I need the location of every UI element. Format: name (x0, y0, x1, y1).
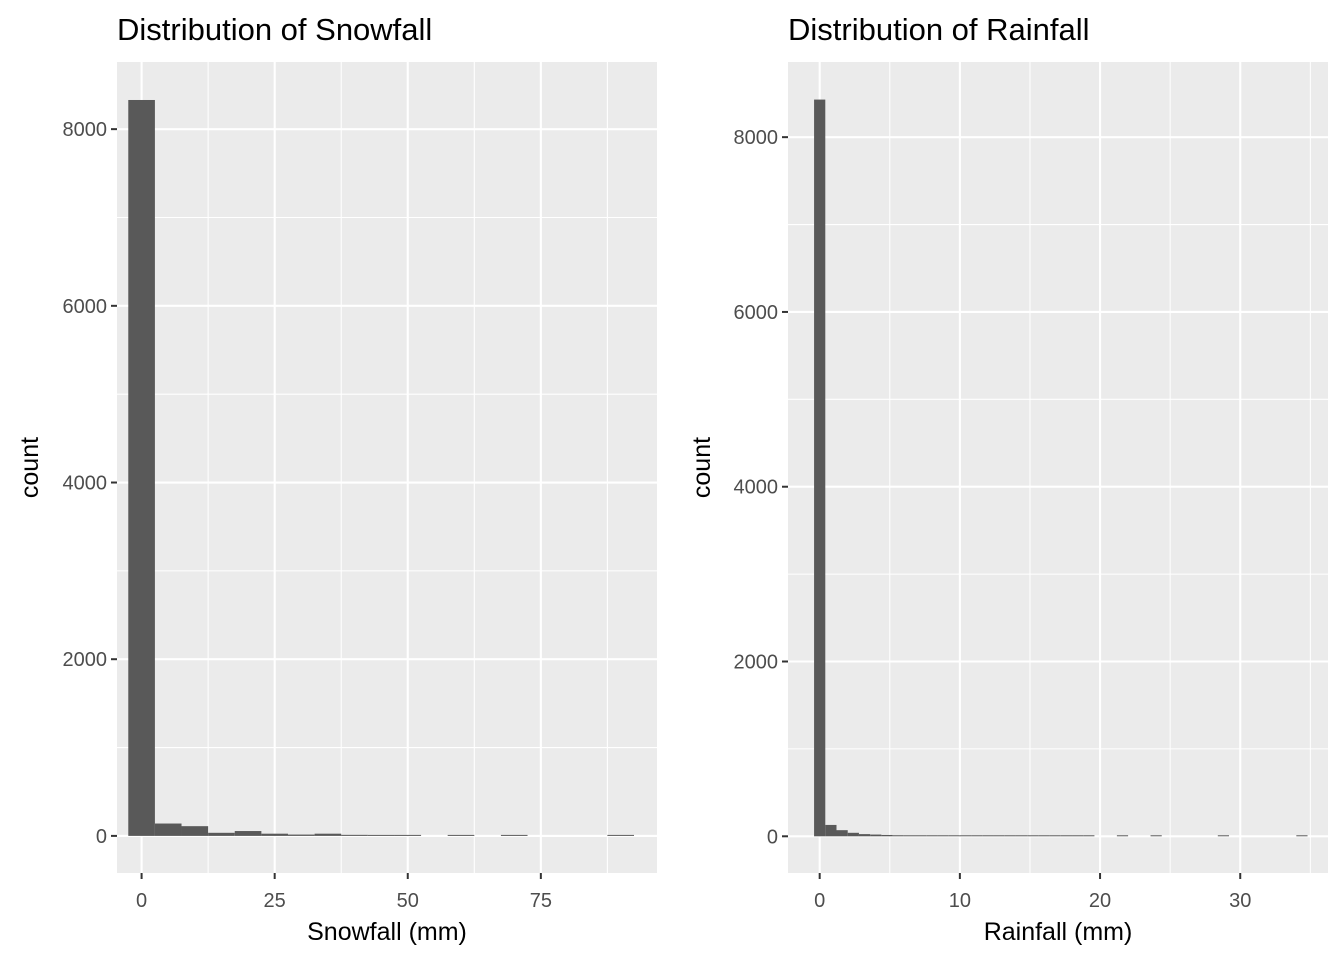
histogram-bar (993, 835, 1005, 837)
histogram-bar (447, 834, 475, 836)
x-tick-label: 75 (530, 890, 552, 912)
histogram-bar (1038, 835, 1050, 837)
histogram-bar (858, 834, 871, 837)
histogram-bar (903, 835, 916, 837)
x-tick-label: 25 (264, 890, 286, 912)
y-tick-label: 4000 (63, 473, 108, 495)
histogram-bar (341, 834, 368, 836)
histogram-bar (314, 833, 342, 836)
y-tick-label: 8000 (63, 119, 108, 141)
plot-background (788, 62, 1328, 873)
rainfall-histogram-panel: Distribution of Rainfall Rainfall (mm) c… (688, 12, 1328, 946)
histogram-bar (926, 835, 938, 837)
histogram-bar (915, 835, 927, 837)
histogram-bar (1116, 835, 1129, 837)
histogram-bar (836, 830, 848, 837)
histogram-bar (959, 835, 972, 837)
histogram-bar (971, 835, 983, 837)
histogram-bar (1217, 835, 1230, 837)
histogram-bar (287, 834, 315, 836)
y-axis-title: count (16, 437, 44, 498)
histogram-bar (982, 835, 994, 837)
y-tick-label: 4000 (734, 477, 779, 499)
y-tick-label: 2000 (734, 652, 779, 674)
y-tick-label: 6000 (734, 302, 779, 324)
x-tick-label: 20 (1089, 890, 1111, 912)
histogram-bar (261, 833, 288, 836)
histogram-bar (500, 834, 528, 836)
snowfall-histogram-panel: Distribution of Snowfall Snowfall (mm) c… (16, 12, 657, 946)
y-tick-label: 8000 (734, 127, 779, 149)
histogram-bar (870, 834, 882, 837)
histogram-bar (607, 834, 635, 836)
plot-background (117, 62, 657, 873)
histogram-bar (892, 835, 904, 837)
histogram-bar (1296, 835, 1308, 837)
histogram-bar (881, 834, 893, 837)
histogram-bar (181, 826, 209, 836)
histogram-bar (948, 835, 960, 837)
chart-title: Distribution of Rainfall (788, 12, 1090, 47)
x-axis-title: Snowfall (mm) (307, 918, 467, 946)
histogram-bar (128, 99, 155, 836)
x-tick-label: 30 (1229, 890, 1251, 912)
histogram-bar (847, 832, 859, 837)
histogram-bar (1150, 835, 1162, 837)
x-tick-label: 10 (949, 890, 971, 912)
histogram-bar (1083, 835, 1095, 837)
chart-title: Distribution of Snowfall (117, 12, 432, 47)
y-tick-label: 6000 (63, 296, 108, 318)
histogram-bar (825, 824, 837, 837)
x-tick-label: 50 (397, 890, 419, 912)
y-tick-label: 0 (96, 826, 107, 848)
x-tick-label: 0 (136, 890, 147, 912)
histogram-bar (1027, 835, 1039, 837)
histogram-bar (1060, 835, 1073, 837)
y-tick-label: 0 (767, 826, 778, 848)
histogram-bar (394, 834, 422, 836)
histogram-bar (208, 832, 235, 836)
histogram-bar (234, 831, 262, 836)
histogram-bar (1015, 835, 1028, 837)
x-axis-title: Rainfall (mm) (984, 918, 1133, 946)
histogram-bar (937, 835, 949, 837)
histogram-bar (1072, 835, 1084, 837)
histogram-bar (1049, 835, 1061, 837)
y-tick-label: 2000 (63, 649, 108, 671)
histogram-bar (154, 823, 182, 836)
x-tick-label: 0 (814, 890, 825, 912)
histogram-bar (1004, 835, 1016, 837)
histogram-bar (814, 99, 826, 837)
y-axis-title: count (688, 437, 716, 498)
histogram-bar (367, 834, 395, 836)
